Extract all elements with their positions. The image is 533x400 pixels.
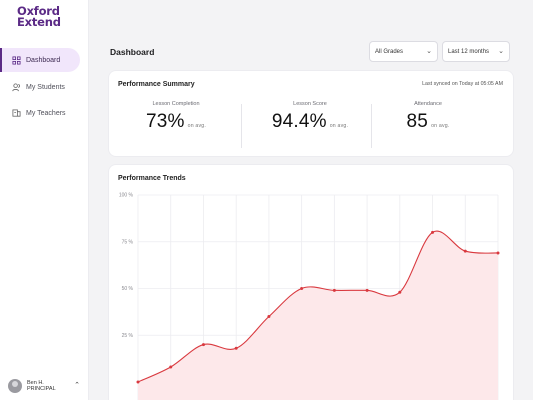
data-point [234,346,238,350]
performance-trends-chart: 100 % 75 % 50 % 25 % [119,193,500,400]
chevron-down-icon: ⌄ [426,48,432,55]
metric-suffix: on avg. [431,123,450,129]
user-menu[interactable]: Ben H. PRINCIPAL ⌃ [8,378,82,394]
performance-summary-card: Performance Summary Last synced on Today… [109,71,513,156]
page-title: Dashboard [110,47,155,57]
period-filter-value: Last 12 months [448,48,490,55]
data-point [267,315,271,319]
y-tick-label: 25 % [122,333,134,339]
sidebar-item-dashboard[interactable]: Dashboard [0,48,80,72]
series-area [138,231,498,400]
series-line [137,230,499,383]
period-filter-select[interactable]: Last 12 months ⌄ [442,41,510,62]
metric-value: 94.4% [271,111,327,132]
metric-lesson-score: Lesson Score 94.4% on avg. [245,101,375,133]
metric-value: 73% [145,111,185,132]
card-title: Performance Summary [118,81,195,88]
performance-trends-card: Performance Trends 100 % 75 % 50 % 25 % [109,165,513,400]
metric-label: Lesson Score [293,101,327,107]
brand-line-1: Oxford [17,4,60,18]
sidebar-item-label: My Students [26,83,65,91]
brand-line-2: Extend [17,15,61,29]
data-point [365,288,369,292]
y-tick-label: 75 % [122,239,134,245]
sidebar-item-teachers[interactable]: My Teachers [0,101,80,125]
y-tick-label: 100 % [119,193,134,199]
grid-icon [12,55,21,65]
metric-suffix: on avg. [329,123,349,129]
y-tick-label: 50 % [122,286,134,292]
avatar [8,379,22,393]
data-point [431,230,435,234]
data-point [169,365,173,369]
chevron-up-icon: ⌃ [74,382,80,389]
metric-lesson-completion: Lesson Completion 73% on avg. [111,101,241,133]
grade-filter-value: All Grades [375,48,404,55]
data-point [136,380,140,384]
sidebar-item-label: My Teachers [26,109,66,117]
data-point [398,290,402,294]
data-point [463,249,467,253]
metric-label: Attendance [414,101,442,107]
card-title: Performance Trends [118,175,186,182]
metric-label: Lesson Completion [152,101,200,107]
teacher-icon [12,108,21,117]
divider [371,104,372,148]
user-name: Ben H. [27,379,44,386]
user-role: PRINCIPAL [27,386,56,392]
metric-attendance: Attendance 85 on avg. [363,101,493,133]
chevron-down-icon: ⌄ [498,48,504,55]
data-point [332,288,336,292]
divider [241,104,242,148]
data-point [201,343,205,347]
people-icon [12,82,20,91]
sidebar-item-students[interactable]: My Students [0,75,80,99]
sync-status: Last synced on Today at 05:05 AM [422,81,503,87]
data-point [496,251,500,255]
metric-value: 85 [406,111,429,132]
sidebar-item-label: Dashboard [26,56,61,64]
metric-suffix: on avg. [187,123,207,129]
data-point [300,286,304,290]
brand-logo[interactable]: Oxford Extend [17,4,61,29]
grade-filter-select[interactable]: All Grades ⌄ [369,41,438,62]
sidebar: Oxford Extend Dashboard My Students My T… [0,0,89,400]
